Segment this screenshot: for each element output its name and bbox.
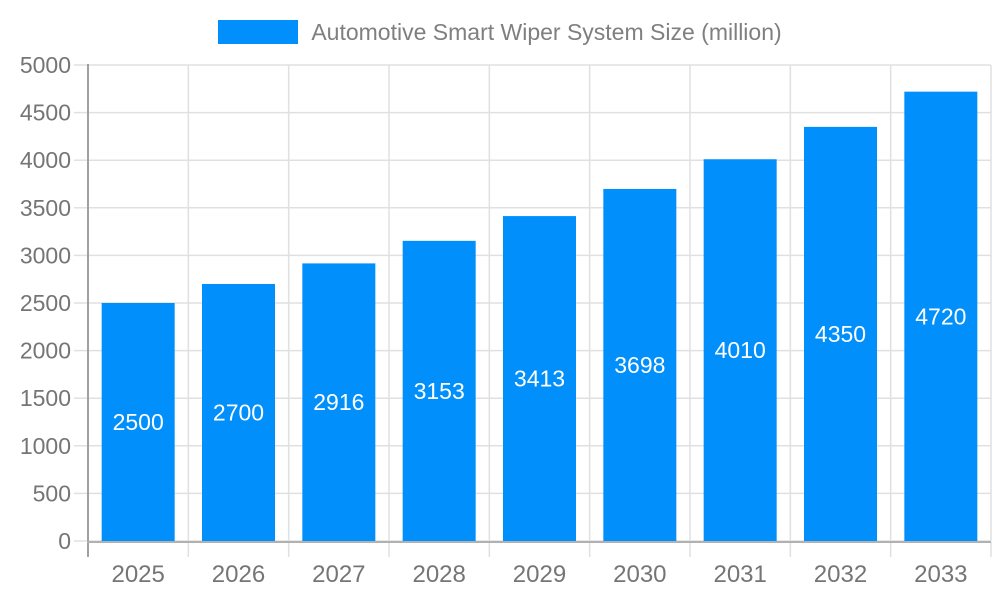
y-tick-label: 1000 — [20, 433, 71, 459]
y-tick-label: 500 — [33, 480, 71, 506]
bar-value-label: 2700 — [213, 399, 264, 425]
y-tick-label: 3500 — [20, 195, 71, 221]
x-tick-label: 2025 — [111, 561, 164, 588]
bar-value-label: 3153 — [414, 378, 465, 404]
y-tick-label: 0 — [58, 528, 71, 554]
y-tick-label: 5000 — [20, 52, 71, 78]
bar-value-label: 3413 — [514, 366, 565, 392]
y-tick-label: 2000 — [20, 338, 71, 364]
bar-2025[interactable] — [101, 303, 175, 541]
bar-value-label: 4350 — [815, 321, 866, 347]
bar-2033[interactable] — [904, 91, 978, 541]
x-tick-label: 2032 — [814, 561, 867, 588]
bar-2030[interactable] — [603, 188, 677, 542]
bar-2032[interactable] — [804, 126, 877, 541]
x-tick-label: 2031 — [713, 561, 766, 588]
x-tick-label: 2026 — [212, 561, 265, 588]
bar-value-label: 3698 — [614, 352, 665, 378]
x-tick-label: 2029 — [513, 561, 566, 588]
bar-value-label: 2916 — [313, 389, 364, 415]
y-tick-label: 4000 — [20, 147, 71, 173]
chart-legend[interactable]: Automotive Smart Wiper System Size (mill… — [0, 16, 1000, 48]
y-tick-label: 2500 — [20, 290, 71, 316]
bar-2029[interactable] — [503, 216, 576, 541]
bar-value-label: 4720 — [915, 303, 966, 329]
bar-value-label: 4010 — [715, 337, 766, 363]
bar-value-label: 2500 — [113, 409, 164, 435]
bar-2028[interactable] — [402, 240, 476, 541]
legend-series-label: Automotive Smart Wiper System Size (mill… — [311, 19, 782, 45]
x-tick-label: 2027 — [312, 561, 365, 588]
y-tick-label: 1500 — [20, 385, 71, 411]
y-tick-label: 4500 — [20, 100, 71, 126]
x-tick-label: 2033 — [914, 561, 967, 588]
bar-2031[interactable] — [703, 159, 777, 542]
x-tick-label: 2028 — [412, 561, 465, 588]
legend-swatch — [218, 20, 299, 44]
y-tick-label: 3000 — [20, 242, 71, 268]
x-tick-label: 2030 — [613, 561, 666, 588]
bar-2026[interactable] — [202, 283, 275, 541]
bar-2027[interactable] — [302, 263, 376, 541]
